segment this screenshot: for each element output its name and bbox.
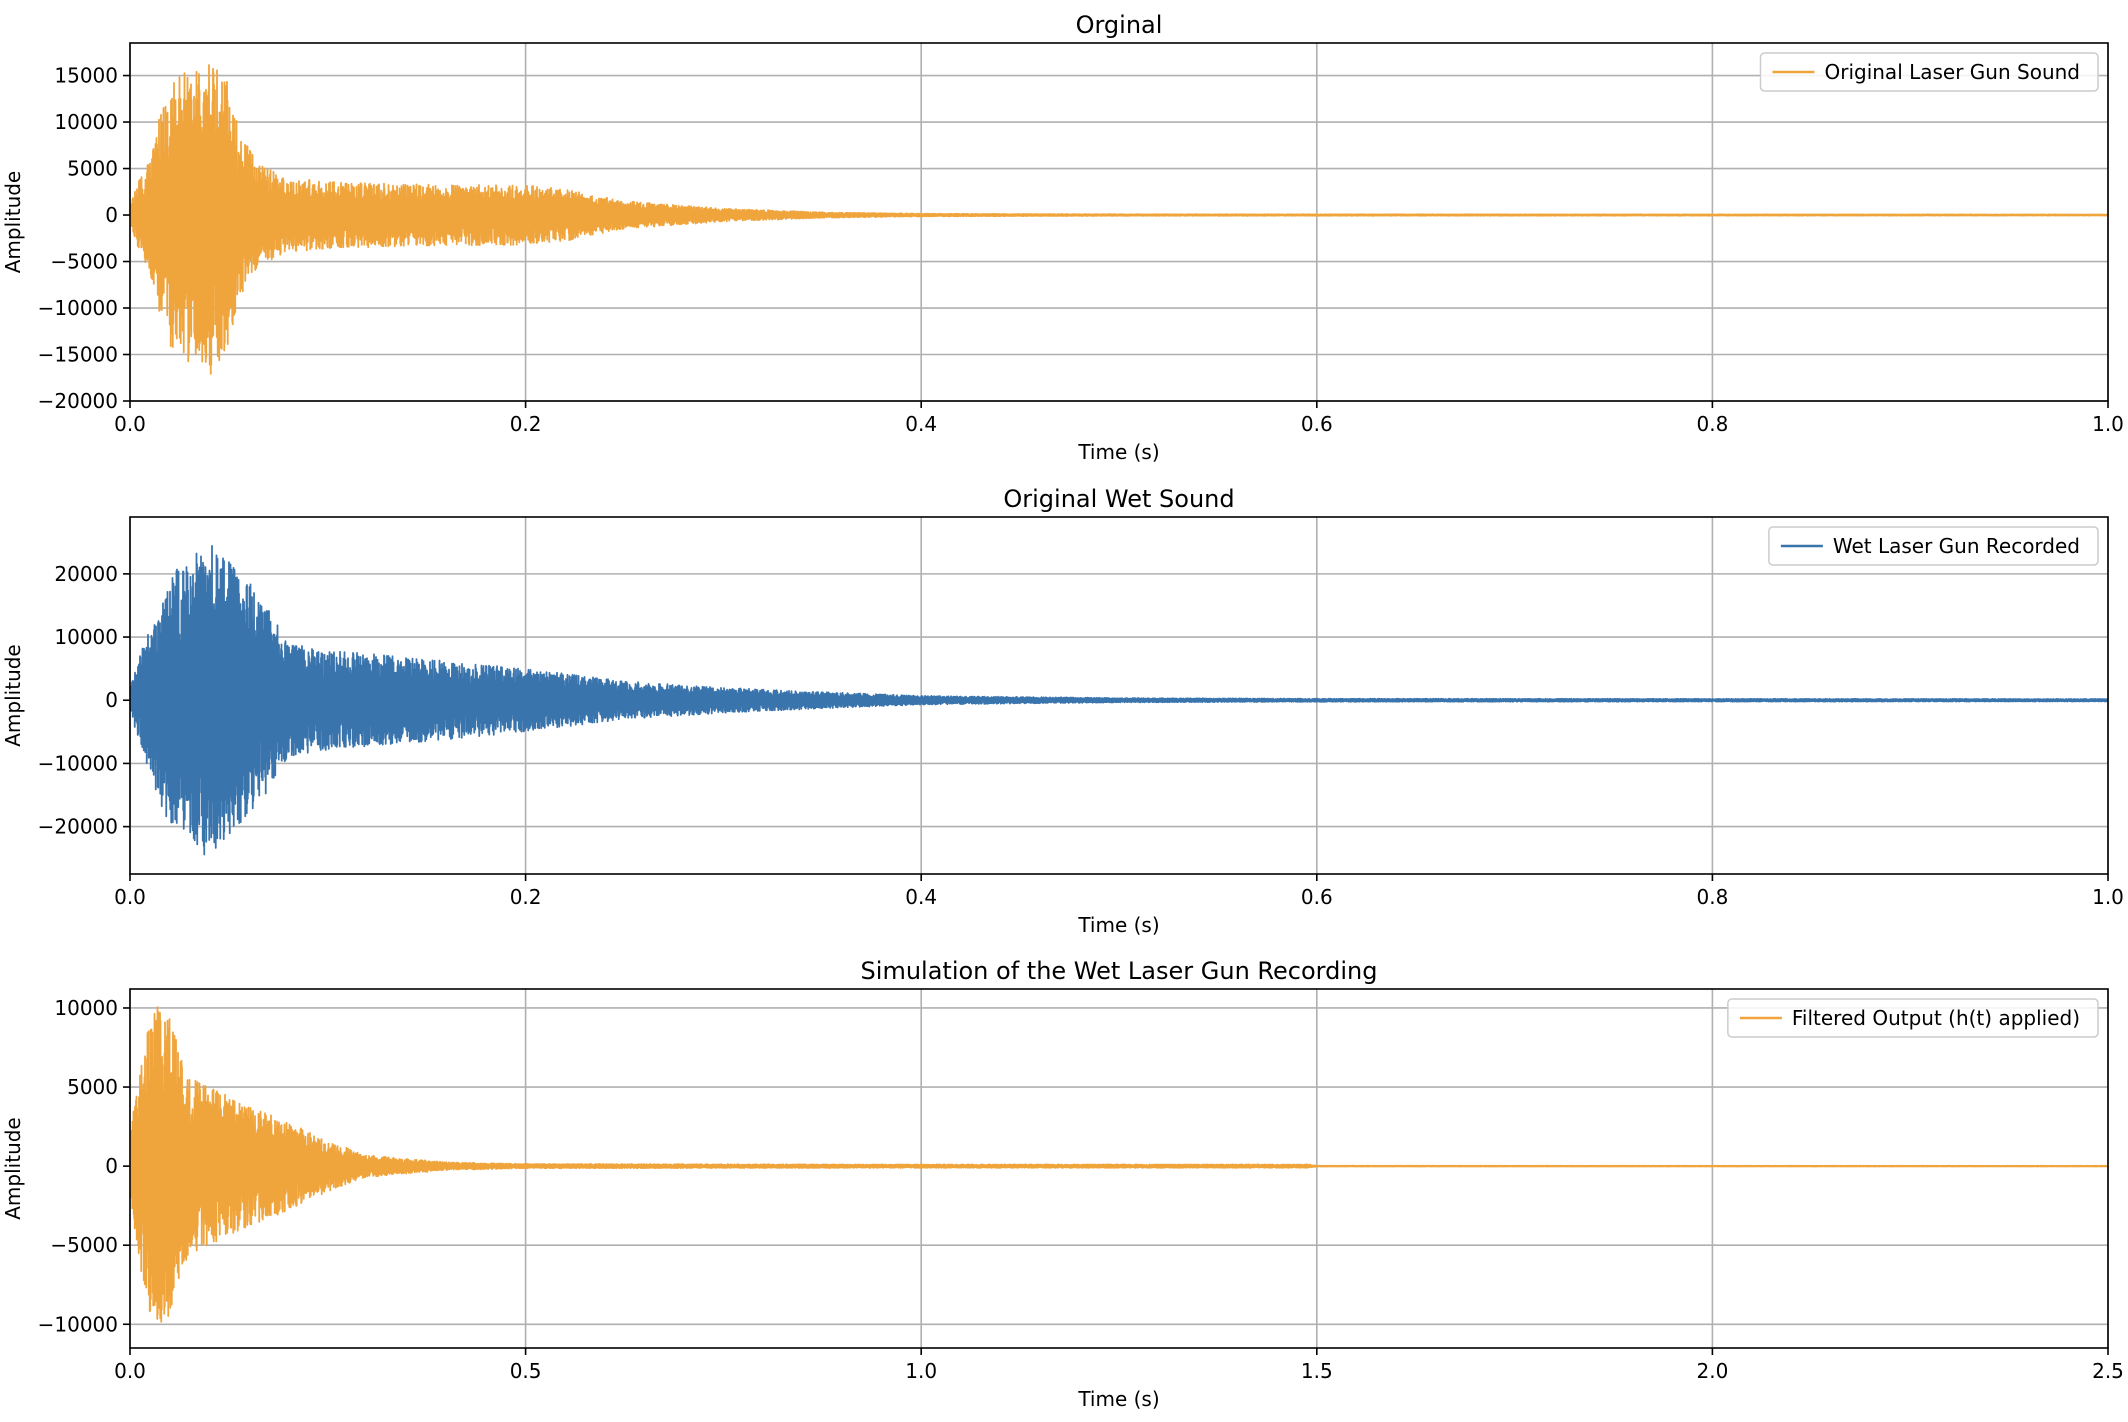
x-tick-label: 2.0 (1696, 1359, 1728, 1383)
legend-box (1727, 998, 2099, 1038)
x-axis-label: Time (s) (1077, 1387, 1159, 1411)
x-tick-label: 0.4 (905, 412, 937, 436)
y-axis-label: Amplitude (1, 1117, 25, 1220)
y-tick-label: −5000 (50, 250, 118, 274)
y-tick-label: 5000 (67, 1075, 118, 1099)
legend-box (1768, 526, 2099, 566)
x-tick-label: 1.0 (2092, 412, 2124, 436)
x-tick-label: 0.2 (510, 885, 542, 909)
series-line (130, 544, 2108, 856)
y-tick-label: 10000 (54, 625, 118, 649)
axes-frame (129, 516, 2109, 875)
x-tick-label: 0.0 (114, 1359, 146, 1383)
y-axis-label: Amplitude (1, 644, 25, 747)
subplot-2: 0.0 0.2 0.4 0.6 0.8 1.0 −20000 −10000 0 10000 2000… (1, 485, 2124, 937)
chart-title: Original Wet Sound (1003, 485, 1234, 513)
chart-title: Simulation of the Wet Laser Gun Recordin… (861, 957, 1378, 985)
y-tick-label: −15000 (38, 343, 118, 367)
y-tick-label: −20000 (38, 815, 118, 839)
x-tick-label: 0.5 (510, 1359, 542, 1383)
series-line (130, 1006, 2108, 1323)
x-tick-label: 1.0 (905, 1359, 937, 1383)
x-tick-label: 0.6 (1301, 885, 1333, 909)
y-axis-label: Amplitude (1, 171, 25, 274)
y-tick-label: 0 (105, 203, 118, 227)
x-tick-label: 0.8 (1696, 885, 1728, 909)
x-tick-label: 0.0 (114, 885, 146, 909)
x-tick-label: 0.2 (510, 412, 542, 436)
axes-frame (129, 988, 2109, 1349)
x-tick-label: 0.0 (114, 412, 146, 436)
y-tick-label: −10000 (38, 751, 118, 775)
x-axis-label: Time (s) (1077, 913, 1159, 937)
y-tick-label: −10000 (38, 296, 118, 320)
legend-box (1759, 52, 2099, 92)
x-tick-label: 1.5 (1301, 1359, 1333, 1383)
y-tick-label: 5000 (67, 157, 118, 181)
y-tick-label: 0 (105, 1154, 118, 1178)
x-tick-label: 0.8 (1696, 412, 1728, 436)
y-tick-label: 10000 (54, 996, 118, 1020)
series-line (130, 64, 2108, 375)
y-tick-label: −5000 (50, 1233, 118, 1257)
legend-label: Original Laser Gun Sound (1824, 60, 2080, 84)
y-tick-label: −20000 (38, 389, 118, 413)
y-tick-label: 0 (105, 688, 118, 712)
legend-label: Wet Laser Gun Recorded (1833, 534, 2080, 558)
x-tick-label: 0.4 (905, 885, 937, 909)
legend: Original Laser Gun Sound (1759, 52, 2099, 92)
legend: Wet Laser Gun Recorded (1768, 526, 2099, 566)
subplot-3: 0.0 0.5 1.0 1.5 2.0 2.5 −10000 −5000 0 5000 10000 S… (1, 957, 2124, 1411)
x-axis-label: Time (s) (1077, 440, 1159, 464)
x-tick-label: 1.0 (2092, 885, 2124, 909)
subplot-1: 0.0 0.2 0.4 0.6 0.8 1.0 −20000 −15000 −10000 −500… (1, 11, 2124, 464)
chart-title: Orginal (1076, 11, 1163, 39)
axes-frame (129, 42, 2109, 402)
x-tick-label: 2.5 (2092, 1359, 2124, 1383)
legend: Filtered Output (h(t) applied) (1727, 998, 2099, 1038)
y-tick-label: 15000 (54, 64, 118, 88)
y-tick-label: 10000 (54, 110, 118, 134)
y-tick-label: 20000 (54, 562, 118, 586)
x-tick-label: 0.6 (1301, 412, 1333, 436)
legend-label: Filtered Output (h(t) applied) (1792, 1006, 2080, 1030)
y-tick-label: −10000 (38, 1312, 118, 1336)
